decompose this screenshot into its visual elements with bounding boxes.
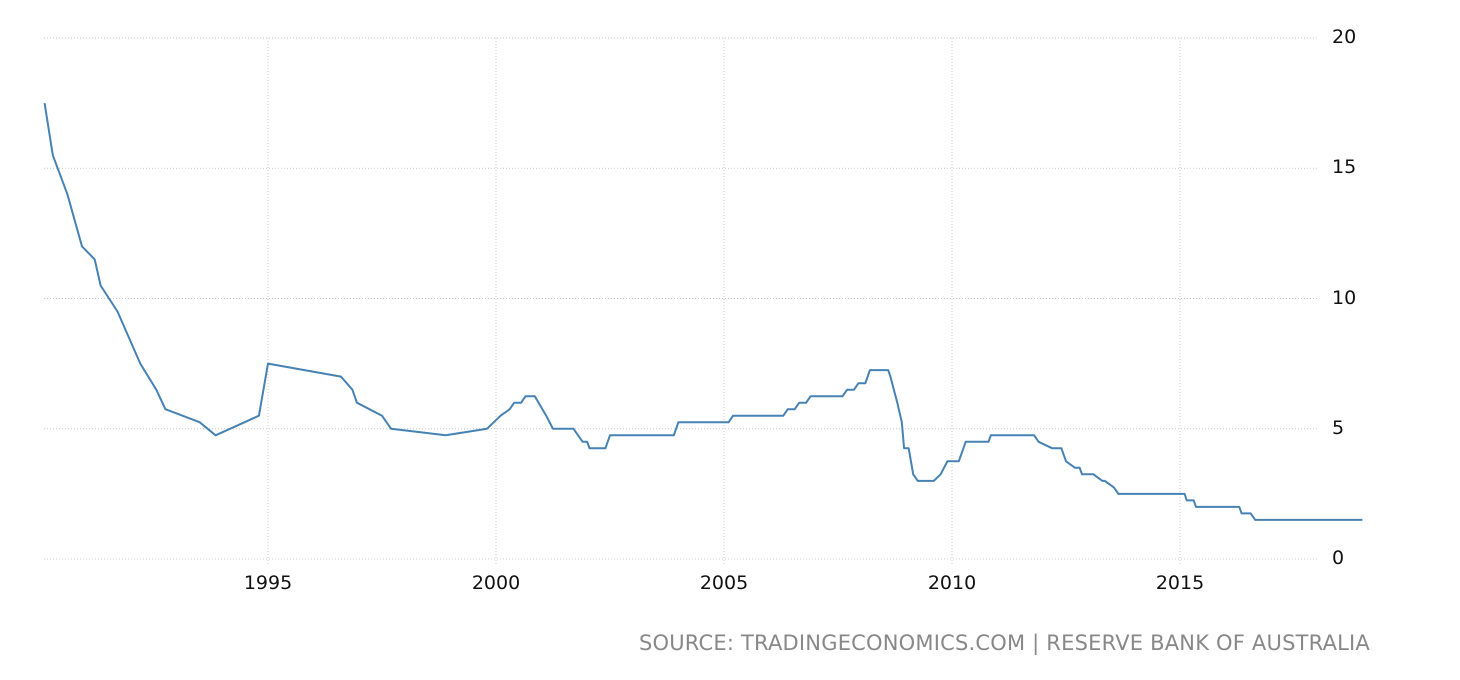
x-tick-label: 2015 — [1155, 572, 1205, 594]
y-tick-label: 15 — [1332, 156, 1357, 179]
interest-rate-series-line — [43, 102, 1363, 521]
x-tick-label: 2005 — [699, 572, 749, 594]
source-attribution: SOURCE: TRADINGECONOMICS.COM | RESERVE B… — [638, 631, 1370, 655]
x-tick-label: 1995 — [243, 572, 293, 594]
y-tick-label: 5 — [1332, 416, 1345, 439]
gridlines — [44, 37, 1318, 565]
y-tick-label: 10 — [1332, 286, 1357, 309]
x-tick-label: 2010 — [927, 572, 977, 594]
y-tick-label: 20 — [1332, 26, 1357, 48]
y-tick-label: 0 — [1332, 547, 1345, 569]
x-tick-label: 2000 — [471, 572, 521, 594]
